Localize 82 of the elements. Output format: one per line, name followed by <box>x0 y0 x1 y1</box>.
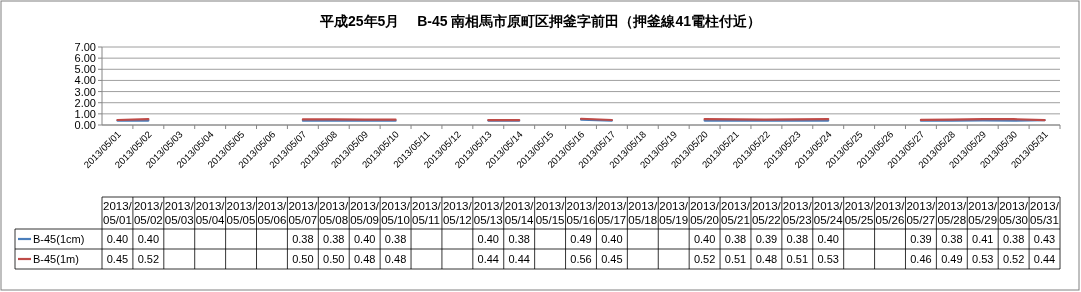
data-label: 0.38 <box>1002 233 1025 245</box>
category-label: 2013/05/16 <box>566 200 596 226</box>
legend-label: B-45(1m) <box>33 253 79 265</box>
y-tick-label: 6.00 <box>74 52 96 65</box>
category-label: 2013/05/02 <box>133 200 163 226</box>
data-label: 0.56 <box>570 253 592 265</box>
category-label: 2013/05/11 <box>412 200 441 226</box>
category-label: 2013/05/24 <box>813 200 843 226</box>
data-label: 0.48 <box>384 253 407 265</box>
data-label: 0.52 <box>137 253 160 265</box>
data-label: 0.51 <box>724 253 747 265</box>
y-tick-label: 1.00 <box>74 107 96 120</box>
category-label: 2013/05/09 <box>350 200 380 226</box>
data-label: 0.38 <box>384 233 407 245</box>
y-tick-label: 4.00 <box>74 74 96 87</box>
category-label: 2013/05/13 <box>473 200 503 226</box>
data-label: 0.40 <box>353 233 376 245</box>
data-label: 0.38 <box>292 233 314 245</box>
category-label: 2013/05/25 <box>844 200 874 226</box>
data-label: 0.44 <box>1033 253 1056 265</box>
y-tick-label: 5.00 <box>74 63 96 76</box>
data-label: 0.48 <box>353 253 376 265</box>
data-label: 0.46 <box>910 253 932 265</box>
category-label: 2013/05/30 <box>999 200 1028 226</box>
category-label: 2013/05/12 <box>442 200 472 226</box>
category-label: 2013/05/07 <box>288 200 318 226</box>
y-tick-label: 2.00 <box>74 96 96 109</box>
data-label: 0.38 <box>508 233 530 245</box>
category-label: 2013/05/20 <box>690 200 719 226</box>
category-label: 2013/05/04 <box>195 200 225 226</box>
data-label: 0.38 <box>941 233 963 245</box>
legend-label: B-45(1cm) <box>33 233 85 245</box>
category-label: 2013/05/17 <box>597 200 627 226</box>
category-label: 2013/05/15 <box>535 200 565 226</box>
category-label: 2013/05/27 <box>906 200 936 226</box>
y-tick-label: 0.00 <box>74 119 96 131</box>
data-label: 0.43 <box>1033 233 1056 245</box>
category-label: 2013/05/31 <box>1030 200 1059 226</box>
category-label: 2013/05/10 <box>381 200 410 226</box>
data-label: 0.38 <box>323 233 345 245</box>
data-label: 0.45 <box>601 253 623 265</box>
category-label: 2013/05/08 <box>319 200 349 226</box>
data-label: 0.40 <box>693 233 716 245</box>
category-label: 2013/05/14 <box>504 200 534 226</box>
category-label: 2013/05/26 <box>875 200 905 226</box>
data-label: 0.39 <box>755 233 778 245</box>
category-label: 2013/05/23 <box>782 200 812 226</box>
data-label: 0.53 <box>817 253 839 265</box>
data-label: 0.48 <box>755 253 778 265</box>
category-label: 2013/05/29 <box>968 200 998 226</box>
data-label: 0.53 <box>972 253 994 265</box>
category-label: 2013/05/01 <box>103 200 132 226</box>
data-label: 0.45 <box>106 253 129 265</box>
data-label: 0.44 <box>477 253 499 265</box>
data-label: 0.50 <box>292 253 314 265</box>
category-label: 2013/05/21 <box>721 200 750 226</box>
data-label: 0.51 <box>786 253 809 265</box>
data-label: 0.49 <box>570 233 592 245</box>
data-label: 0.40 <box>477 233 499 245</box>
data-label: 0.50 <box>323 253 345 265</box>
category-label: 2013/05/03 <box>164 200 194 226</box>
data-label: 0.39 <box>910 233 932 245</box>
data-label: 0.44 <box>508 253 530 265</box>
data-label: 0.49 <box>941 253 963 265</box>
data-label: 0.41 <box>972 233 994 245</box>
category-label: 2013/05/18 <box>628 200 658 226</box>
category-label: 2013/05/06 <box>257 200 287 226</box>
category-label: 2013/05/28 <box>937 200 967 226</box>
chart-title: 平成25年5月 B-45 南相馬市原町区押釜字前田（押釜線41電柱付近） <box>318 13 762 29</box>
category-label: 2013/05/05 <box>226 200 256 226</box>
data-label: 0.38 <box>786 233 809 245</box>
category-label: 2013/05/19 <box>659 200 689 226</box>
data-label: 0.52 <box>1002 253 1025 265</box>
y-tick-label: 7.00 <box>74 41 96 53</box>
category-label: 2013/05/22 <box>751 200 781 226</box>
y-tick-label: 3.00 <box>74 85 96 98</box>
data-label: 0.40 <box>817 233 839 245</box>
data-label: 0.40 <box>137 233 160 245</box>
data-label: 0.40 <box>601 233 623 245</box>
data-label: 0.52 <box>693 253 716 265</box>
data-label: 0.38 <box>724 233 747 245</box>
data-label: 0.40 <box>106 233 129 245</box>
